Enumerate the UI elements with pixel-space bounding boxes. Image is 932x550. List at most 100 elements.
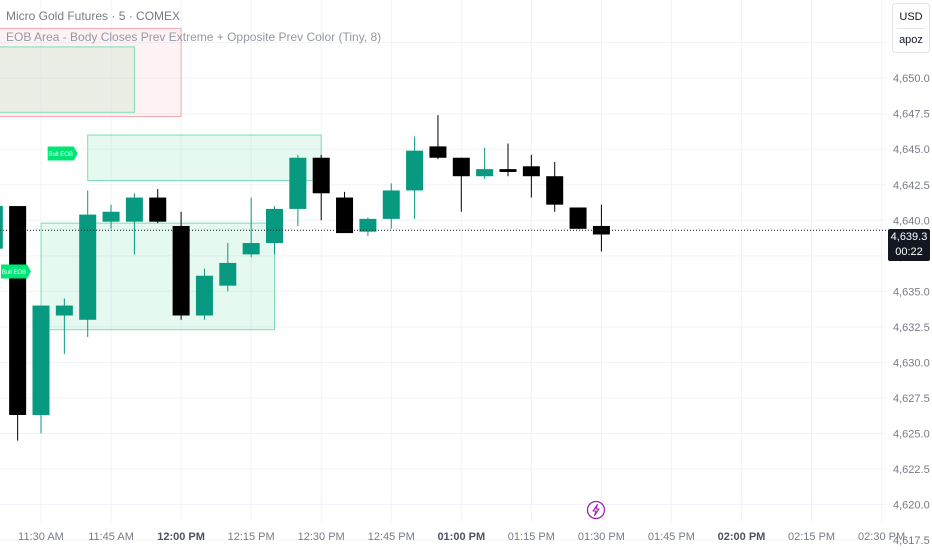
eob-zones <box>0 27 322 331</box>
symbol-title[interactable]: Micro Gold Futures · 5 · COMEX <box>6 9 181 23</box>
candles <box>0 115 610 441</box>
time-tick-label: 01:15 PM <box>508 531 555 543</box>
price-tick-label: 4,622.5 <box>893 464 930 476</box>
price-tick-label: 4,640.0 <box>893 215 930 227</box>
candle-body <box>79 214 97 320</box>
candle <box>359 217 377 236</box>
candle-body <box>266 208 283 244</box>
candle-body <box>429 146 447 158</box>
candle-body <box>499 169 517 172</box>
candle <box>499 143 517 177</box>
candle-body <box>289 157 307 209</box>
red-outer-zone <box>0 27 182 118</box>
time-tick-label: 01:00 PM <box>437 531 485 543</box>
price-tick-label: 4,630.0 <box>893 357 930 369</box>
candle <box>149 189 167 224</box>
last-price-tag: 4,639.3 00:22 <box>888 229 930 261</box>
price-tick-label: 4,647.5 <box>893 109 930 121</box>
candle-body <box>359 218 377 232</box>
candle-body <box>382 190 400 219</box>
grey-inner-zone <box>0 46 135 113</box>
candle-body <box>406 150 424 191</box>
time-tick-label: 02:00 PM <box>718 531 766 543</box>
candle <box>452 157 470 212</box>
candle <box>0 206 3 249</box>
candle <box>242 197 260 258</box>
price-tick-label: 4,627.5 <box>893 393 930 405</box>
time-tick-label: 12:30 PM <box>298 531 345 543</box>
time-tick-label: 11:30 AM <box>18 531 64 543</box>
candle <box>569 207 587 229</box>
bar-countdown: 00:22 <box>895 246 923 258</box>
label-shape <box>47 146 78 161</box>
candle <box>336 191 354 234</box>
candle-body <box>219 262 237 286</box>
candle <box>406 136 424 219</box>
label-text: Bull EOB <box>49 152 73 158</box>
green-zone <box>40 222 275 331</box>
currency-button[interactable]: USD <box>899 11 923 23</box>
candle <box>592 204 610 252</box>
candle-body <box>312 157 330 194</box>
candle-body <box>172 225 190 316</box>
candle <box>195 268 213 320</box>
chart-header: Micro Gold Futures · 5 · COMEX EOB Area … <box>6 8 381 46</box>
candle-body <box>9 206 27 415</box>
price-tick-label: 4,645.0 <box>893 144 930 156</box>
price-tick-label: 4,617.5 <box>893 535 930 547</box>
candle-body <box>476 169 494 177</box>
candle <box>55 298 73 354</box>
time-tick-label: 02:30 PM <box>858 531 905 543</box>
bull-eob-label: Bull EOB <box>47 146 78 161</box>
indicator-title[interactable]: EOB Area - Body Closes Prev Extreme + Op… <box>6 30 382 44</box>
candle <box>522 154 540 198</box>
candle-body <box>125 197 143 222</box>
price-axis[interactable]: 4,652.54,650.04,647.54,645.04,642.54,640… <box>893 38 930 547</box>
candle-body <box>452 157 470 177</box>
candle <box>546 162 564 212</box>
candle <box>9 206 27 441</box>
eob-labels: Bull EOB Bull EOB <box>1 146 78 279</box>
candle <box>125 193 143 255</box>
time-tick-label: 11:45 AM <box>88 531 134 543</box>
price-tick-label: 4,632.5 <box>893 322 930 334</box>
divider <box>897 28 925 29</box>
candle <box>429 115 447 160</box>
candle <box>219 243 237 292</box>
candle-body <box>569 207 587 229</box>
candle <box>266 206 283 255</box>
candle-body <box>149 197 167 222</box>
candle-body <box>102 211 120 222</box>
price-tick-label: 4,635.0 <box>893 286 930 298</box>
scale-menu[interactable]: USD apoz <box>892 3 930 53</box>
time-tick-label: 12:45 PM <box>368 531 415 543</box>
candle-body <box>242 243 260 255</box>
time-tick-label: 01:30 PM <box>578 531 625 543</box>
label-text: Bull EOB <box>2 270 26 276</box>
last-price-value: 4,639.3 <box>890 231 928 243</box>
candle-body <box>0 206 3 249</box>
user-scale-button[interactable]: apoz <box>899 34 923 46</box>
candle-body <box>195 275 213 316</box>
time-tick-label: 12:15 PM <box>228 531 275 543</box>
price-tick-label: 4,625.0 <box>893 428 930 440</box>
candle <box>102 204 120 229</box>
time-tick-label: 01:45 PM <box>648 531 695 543</box>
candle-body <box>592 225 610 235</box>
bull-eob-label: Bull EOB <box>1 264 31 279</box>
price-tick-label: 4,650.0 <box>893 73 930 85</box>
price-tick-label: 4,642.5 <box>893 180 930 192</box>
candle <box>79 190 97 337</box>
lightning-bolt-icon[interactable] <box>586 500 606 520</box>
price-tick-label: 4,620.0 <box>893 500 930 512</box>
candle <box>382 183 400 229</box>
green-zone <box>87 134 322 181</box>
candle-body <box>55 305 73 316</box>
candle <box>476 147 494 180</box>
time-axis[interactable]: 11:30 AM 11:45 AM 12:00 PM 12:15 PM 12:30 PM… <box>18 531 905 543</box>
candle-body <box>546 176 564 205</box>
candle-body <box>522 166 540 177</box>
candle <box>289 154 307 226</box>
candle <box>172 211 190 320</box>
